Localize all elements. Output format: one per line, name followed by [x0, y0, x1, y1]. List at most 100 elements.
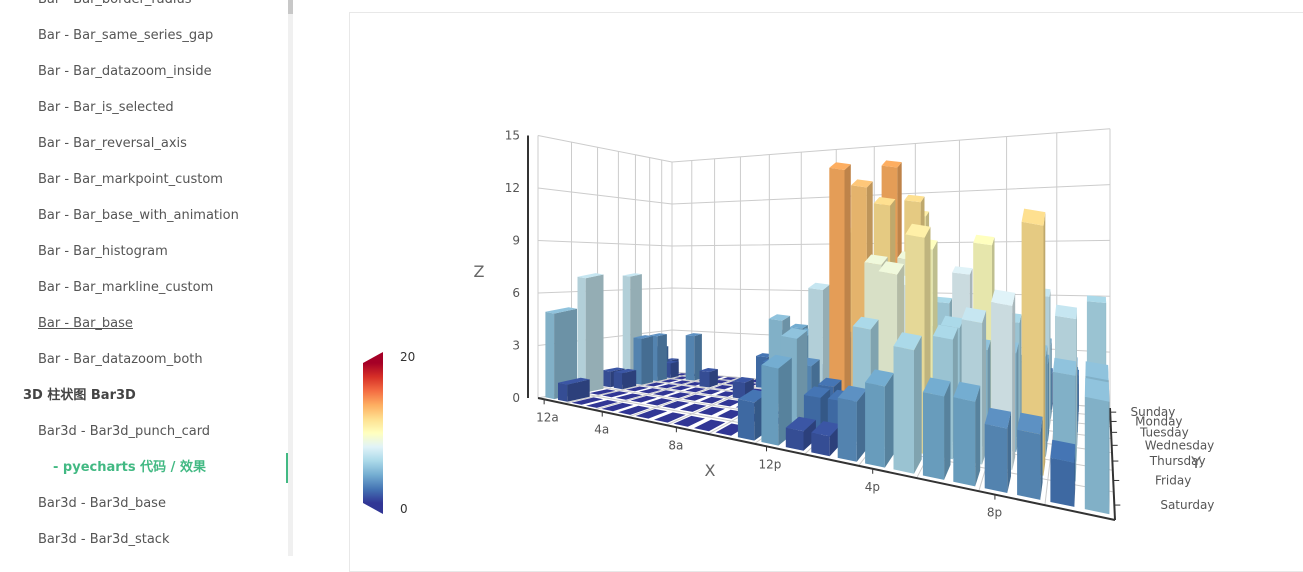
bar — [894, 332, 922, 474]
bar-top — [700, 397, 723, 404]
bar — [923, 378, 951, 480]
x-tick-label: 4a — [594, 423, 609, 437]
bar-face — [923, 392, 944, 480]
bar — [865, 369, 894, 467]
bar — [717, 399, 741, 406]
y-tick-label: Saturday — [1160, 498, 1214, 512]
bar-top — [717, 399, 741, 406]
bar-face — [811, 433, 829, 457]
bar-side — [657, 334, 667, 381]
x-axis-name: X — [705, 461, 716, 480]
bar — [686, 333, 702, 380]
grid-line — [538, 185, 1110, 204]
bar-face — [786, 428, 804, 451]
y-axis — [1110, 408, 1115, 520]
bar — [700, 397, 723, 404]
bar-face — [558, 383, 567, 402]
bar — [829, 162, 851, 413]
x-tick-label: 4p — [865, 480, 880, 494]
bar-top — [668, 392, 691, 398]
bar — [658, 384, 678, 388]
bar-face — [1050, 458, 1074, 507]
bar-side — [914, 336, 922, 474]
bar-face — [894, 346, 915, 474]
visual-map-handle — [363, 352, 383, 363]
bar-top — [698, 407, 725, 416]
bar-face — [686, 335, 695, 380]
bar — [668, 392, 691, 398]
x-tick-label: 12p — [759, 457, 782, 471]
bar — [683, 395, 706, 401]
bar-side — [885, 373, 894, 468]
bar-side — [1012, 293, 1015, 470]
bar-face — [829, 168, 844, 413]
y-tick-label: Sunday — [1130, 405, 1175, 419]
z-tick-label: 9 — [512, 234, 520, 248]
bar-face — [838, 398, 857, 462]
visual-map-min: 0 — [400, 502, 408, 516]
bar-side — [1048, 355, 1049, 442]
bar-side — [1046, 346, 1048, 457]
bar-side — [1076, 361, 1077, 481]
bar — [953, 382, 980, 487]
bar — [1017, 413, 1043, 500]
bar — [700, 368, 718, 387]
page: Bar - Bar_border_radiusBar - Bar_same_se… — [0, 0, 1303, 556]
z-tick-label: 6 — [512, 286, 520, 300]
bar-top — [658, 384, 678, 388]
bar — [1085, 378, 1110, 514]
bar — [698, 407, 725, 416]
bar-top — [685, 388, 706, 393]
bar — [985, 408, 1011, 493]
bar-face — [985, 424, 1008, 493]
bar-face — [865, 382, 885, 467]
y-axis-name: Y — [1190, 453, 1201, 472]
bar — [685, 388, 706, 393]
bar-side — [622, 370, 636, 389]
x-tick-label: 8p — [987, 506, 1002, 520]
bar-face — [623, 276, 631, 384]
z-axis-name: Z — [474, 262, 485, 281]
bar-top — [680, 404, 707, 412]
bar-side — [710, 369, 718, 387]
visual-map-handle — [363, 503, 383, 514]
bar-top — [671, 386, 691, 391]
bar-side — [845, 164, 851, 413]
bar-side — [1050, 289, 1051, 429]
grid-line — [538, 129, 1110, 162]
bar-face — [1017, 430, 1040, 500]
bar-face — [700, 371, 710, 388]
bar-face — [603, 370, 611, 387]
bar-face — [953, 397, 975, 486]
z-tick-label: 12 — [505, 181, 520, 195]
z-tick-label: 0 — [512, 391, 520, 405]
bar-face — [738, 399, 754, 441]
bar — [838, 386, 867, 462]
bar-side — [1051, 339, 1052, 419]
bar-side — [671, 362, 679, 378]
z-tick-label: 3 — [512, 339, 520, 353]
bar-face — [578, 277, 586, 393]
bar-side — [1077, 308, 1078, 462]
bar — [578, 273, 604, 392]
bar — [680, 404, 707, 412]
bar — [671, 386, 691, 391]
x-tick-label: 8a — [668, 438, 683, 452]
bar-side — [1052, 368, 1053, 410]
visual-map-max: 20 — [400, 350, 415, 364]
bar-side — [1109, 382, 1110, 514]
bar-face — [614, 372, 622, 389]
y-tick-label: Friday — [1155, 473, 1191, 487]
bar-side — [1044, 212, 1046, 476]
chart: 0369121512a4a8a12p4p8pSaturdayFridayThur… — [0, 0, 1303, 556]
bar-side — [586, 275, 604, 393]
bar-top — [683, 395, 706, 401]
bar-face — [761, 365, 778, 446]
bar-side — [944, 381, 950, 480]
bar — [614, 369, 636, 389]
visual-map-bar — [363, 363, 383, 503]
bar-side — [642, 336, 654, 385]
bar-face — [1085, 397, 1110, 515]
z-tick-label: 15 — [505, 129, 520, 143]
y-tick-label: Wednesday — [1145, 438, 1214, 452]
